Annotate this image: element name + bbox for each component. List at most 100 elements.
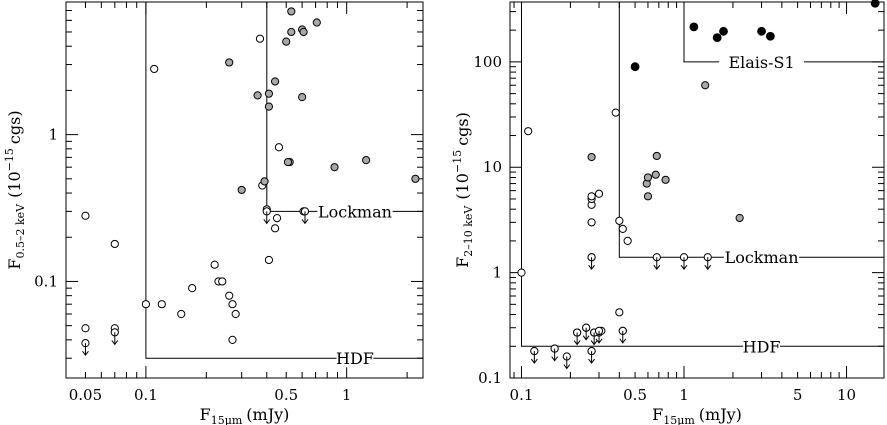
y-axis-label: F0.5–2 keV (10−15 cgs) [3, 110, 27, 269]
upper-limit-head [82, 350, 89, 356]
x-tick-label: 0.5 [623, 386, 647, 404]
x-tick-label: 10 [837, 386, 856, 404]
data-point-grey [270, 77, 280, 86]
data-point-open [81, 324, 90, 333]
region-label-background [317, 202, 393, 221]
data-point-black [765, 31, 775, 41]
x-axis-label-main: F [200, 405, 211, 424]
upper-limit-head [563, 364, 571, 370]
upper-limit-arrow [573, 328, 582, 346]
data-point-grey [260, 177, 269, 186]
data-point-open [587, 192, 596, 201]
x-tick-label: 0.05 [69, 386, 102, 404]
data-point-open [231, 309, 240, 319]
data-point-open [623, 236, 632, 246]
x-axis-label-sub: 15μm [211, 414, 243, 425]
data-point-grey [312, 18, 321, 27]
upper-limit-arrow [110, 328, 119, 346]
data-point-black [689, 22, 699, 32]
upper-limit-head [588, 264, 595, 271]
data-point-grey [652, 151, 661, 161]
y-tick-label: 10 [483, 158, 502, 176]
x-tick-label: 0.1 [510, 386, 534, 404]
y-axis-label-unit: (10 [5, 171, 24, 198]
upper-limit-arrow [587, 347, 596, 364]
upper-limit-arrow [530, 347, 539, 364]
data-point-open [618, 224, 627, 233]
data-point-open [110, 239, 119, 249]
data-point-grey [651, 170, 660, 179]
upper-limit-head [588, 358, 595, 364]
y-axis-label-exp: −15 [3, 148, 16, 171]
data-point-open [218, 277, 227, 286]
x-axis-label-unit: (mJy) [699, 405, 742, 424]
region-boundary-line [683, 2, 884, 63]
upper-limit-head [582, 335, 590, 341]
y-axis-label-tail: cgs) [453, 112, 472, 146]
y-tick-label: 100 [473, 53, 502, 71]
region-label-background [719, 52, 804, 71]
upper-limit-head [263, 219, 271, 225]
upper-limit-arrow [652, 253, 661, 271]
x-tick-label: 0.5 [274, 386, 298, 404]
region-label: Lockman [318, 202, 392, 221]
data-point-open [524, 127, 533, 136]
region-label: HDF [743, 337, 781, 356]
y-axis-label-exp: −15 [451, 150, 464, 173]
data-point-open [188, 284, 197, 293]
data-point-grey [643, 192, 653, 201]
x-tick-label: 0.1 [134, 386, 158, 404]
upper-limit-arrow [679, 253, 689, 271]
upper-limit-head [619, 338, 627, 344]
data-point-open [225, 291, 234, 300]
region-boundary-line [618, 2, 884, 258]
y-axis-label-sub: 2–10 keV [462, 205, 475, 257]
data-point-grey [287, 27, 296, 37]
upper-limit-arrow [587, 253, 596, 271]
data-point-open [274, 143, 284, 152]
data-point-open [517, 268, 526, 277]
data-point-open [587, 218, 596, 227]
data-point-open [615, 308, 624, 317]
data-point-black [719, 26, 728, 36]
data-point-open [611, 108, 620, 117]
region-label: Lockman [725, 248, 799, 267]
upper-limit-head [653, 264, 661, 271]
data-point-grey [735, 213, 744, 223]
data-point-open [177, 309, 186, 319]
x-axis-label-sub: 15μm [663, 414, 695, 425]
data-point-grey [253, 91, 262, 100]
data-point-grey [225, 58, 234, 67]
y-axis-label-sub: 0.5–2 keV [14, 203, 27, 259]
y-axis-label-main: F [5, 258, 24, 269]
upper-limit-arrow [618, 326, 627, 344]
region-label-background [723, 248, 800, 267]
data-point-black [757, 26, 766, 36]
x-tick-label: 1 [679, 386, 689, 404]
data-point-grey [287, 7, 296, 16]
upper-limit-head [551, 356, 559, 362]
upper-limit-arrow [594, 326, 604, 344]
upper-limit-head [301, 219, 309, 225]
upper-limit-head [573, 340, 581, 346]
data-point-open [210, 260, 219, 269]
data-point-open [81, 211, 90, 220]
y-axis-label: F2–10 keV (10−15 cgs) [451, 112, 475, 268]
data-point-black [712, 33, 722, 42]
upper-limit-arrow [703, 253, 712, 271]
data-point-black [630, 62, 640, 72]
y-tick-label: 1 [48, 126, 58, 144]
data-point-grey [362, 156, 371, 165]
region-boundary-line [145, 2, 423, 359]
x-axis-label: F15μm (mJy) [200, 405, 290, 425]
data-point-open [594, 189, 604, 198]
data-point-grey [298, 93, 307, 102]
data-point-open [150, 64, 159, 74]
upper-limit-arrow [262, 207, 271, 225]
plot-frame [509, 1, 885, 379]
data-point-open [255, 34, 265, 43]
upper-limit-head [530, 358, 538, 364]
upper-limit-head [111, 340, 119, 346]
